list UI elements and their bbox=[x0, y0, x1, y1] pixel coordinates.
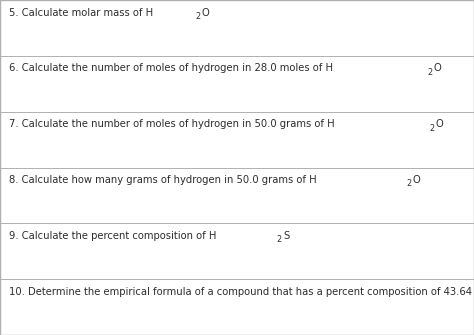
Text: 6. Calculate the number of moles of hydrogen in 28.0 moles of H: 6. Calculate the number of moles of hydr… bbox=[9, 63, 333, 73]
Text: O: O bbox=[412, 175, 420, 185]
Text: 2: 2 bbox=[195, 12, 200, 21]
Text: O: O bbox=[201, 8, 210, 18]
Text: O: O bbox=[434, 63, 441, 73]
Text: 2: 2 bbox=[427, 68, 432, 77]
Text: 9. Calculate the percent composition of H: 9. Calculate the percent composition of … bbox=[9, 231, 216, 241]
Text: 10. Determine the empirical formula of a compound that has a percent composition: 10. Determine the empirical formula of a… bbox=[9, 287, 474, 297]
Text: 2: 2 bbox=[406, 179, 411, 188]
Text: 2: 2 bbox=[276, 235, 282, 244]
Text: 5. Calculate molar mass of H: 5. Calculate molar mass of H bbox=[9, 8, 153, 18]
Text: 7. Calculate the number of moles of hydrogen in 50.0 grams of H: 7. Calculate the number of moles of hydr… bbox=[9, 119, 335, 129]
Text: S: S bbox=[283, 231, 290, 241]
Text: 2: 2 bbox=[429, 124, 434, 133]
Text: O: O bbox=[436, 119, 444, 129]
Text: 8. Calculate how many grams of hydrogen in 50.0 grams of H: 8. Calculate how many grams of hydrogen … bbox=[9, 175, 317, 185]
